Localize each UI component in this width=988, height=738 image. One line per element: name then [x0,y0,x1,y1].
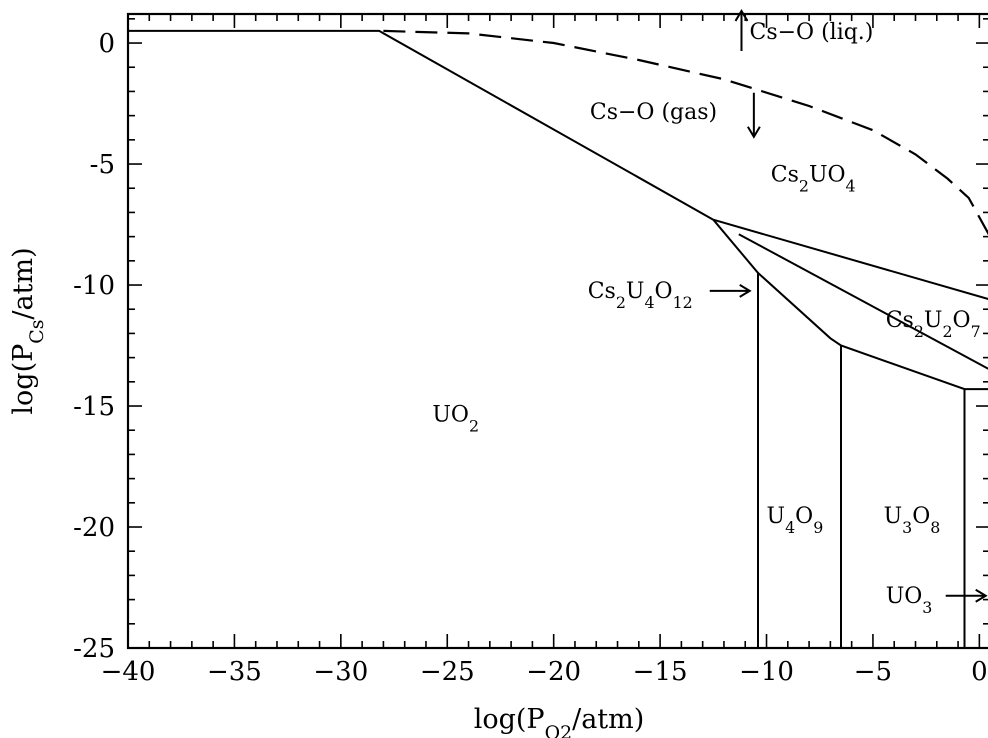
label-cs2u2o7: Cs2U2O7 [886,308,981,341]
y-tick-label: -5 [90,150,115,180]
y-axis-title: log(PCs/atm) [8,247,48,414]
y-tick-label: -10 [73,271,115,301]
region-labels: Cs−O (liq.) Cs−O (gas) Cs2UO4 Cs2U4O12 Cs2U2… [432,8,988,617]
label-cs2uo4: Cs2UO4 [771,163,856,196]
label-uo2: UO2 [432,402,479,435]
label-uo3: UO3 [886,584,933,617]
x-tick-label: −35 [207,657,262,687]
label-u3o8: U3O8 [884,504,941,537]
y-tick-label: -25 [73,634,115,664]
arrow-right-icon [945,588,988,603]
phase-boundary-line-4 [712,219,988,391]
y-axis-ticks [128,18,988,649]
label-u4o9: U4O9 [767,504,824,537]
x-tick-label: −30 [313,657,368,687]
y-tick-label: 0 [98,29,115,59]
label-cs-o-gas: Cs−O (gas) [590,100,717,125]
phase-boundary-line-2 [713,218,988,300]
phase-boundary-line-1 [128,29,714,221]
y-tick-label: -20 [73,513,115,543]
arrow-right-icon [709,284,752,298]
plot-frame [126,12,988,650]
arrow-down-icon [747,92,761,139]
plot-lines [128,29,988,648]
x-tick-label: −25 [420,657,475,687]
x-tick-label: 0 [971,657,988,687]
phase-boundary-line-8 [383,29,988,236]
x-axis-title: log(PO2/atm) [474,704,645,738]
y-axis-tick-labels: 0 -5 -10 -15 -20 -25 [73,29,115,664]
label-cs2u4o12: Cs2U4O12 [588,279,693,312]
x-tick-label: −10 [739,657,794,687]
x-axis-ticks [127,14,981,648]
y-tick-label: -15 [73,392,115,422]
phase-boundary-line-3 [738,233,988,370]
x-tick-label: −20 [526,657,581,687]
x-tick-label: −40 [101,657,156,687]
x-tick-label: −15 [633,657,688,687]
x-tick-label: −5 [854,657,892,687]
label-cs-o-liq: Cs−O (liq.) [749,20,873,45]
x-axis-tick-labels: −40 −35 −30 −25 −20 −15 −10 −5 0 [101,657,988,687]
